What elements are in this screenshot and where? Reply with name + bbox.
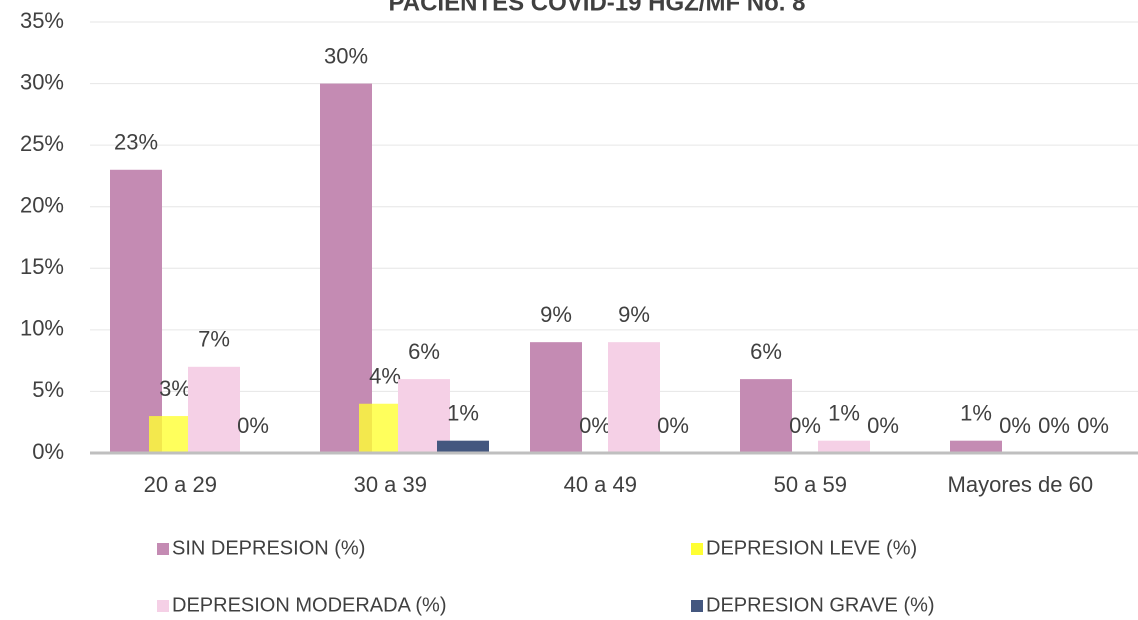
value-label: 30%: [324, 43, 368, 68]
value-label: 6%: [750, 339, 782, 364]
value-label: 7%: [198, 327, 230, 352]
bar: [740, 379, 792, 453]
value-label: 1%: [828, 400, 860, 425]
x-tick-label: Mayores de 60: [948, 472, 1094, 497]
value-label: 1%: [960, 400, 992, 425]
value-label: 9%: [618, 302, 650, 327]
legend-label: DEPRESION MODERADA (%): [172, 594, 446, 616]
bar: [188, 366, 240, 453]
bar: [818, 440, 870, 453]
legend-label: DEPRESION GRAVE (%): [706, 594, 935, 616]
y-tick-label: 5%: [32, 377, 64, 402]
bar: [950, 440, 1002, 453]
y-tick-label: 10%: [20, 316, 64, 341]
value-label: 23%: [114, 130, 158, 155]
legend-swatch: [157, 543, 169, 555]
value-label: 0%: [1038, 413, 1070, 438]
y-tick-label: 20%: [20, 193, 64, 218]
value-label: 0%: [999, 413, 1031, 438]
bar: [110, 169, 162, 453]
value-label: 0%: [867, 413, 899, 438]
bar: [320, 83, 372, 454]
y-tick-label: 25%: [20, 131, 64, 156]
y-tick-label: 15%: [20, 254, 64, 279]
value-label: 0%: [789, 413, 821, 438]
legend-swatch: [157, 600, 169, 612]
y-tick-label: 0%: [32, 439, 64, 464]
value-label: 3%: [159, 376, 191, 401]
legend-swatch: [691, 600, 703, 612]
legend-label: DEPRESION LEVE (%): [706, 537, 917, 559]
bar: [530, 342, 582, 453]
x-tick-label: 40 a 49: [564, 472, 637, 497]
y-tick-label: 30%: [20, 69, 64, 94]
value-label: 1%: [447, 400, 479, 425]
bar: [608, 342, 660, 453]
legend-label: SIN DEPRESION (%): [172, 537, 365, 559]
value-label: 0%: [1077, 413, 1109, 438]
chart-title: PACIENTES COVID-19 HGZ/MF No. 8: [389, 0, 806, 16]
x-tick-label: 30 a 39: [354, 472, 427, 497]
y-tick-label: 35%: [20, 8, 64, 33]
value-label: 0%: [579, 413, 611, 438]
legend-swatch: [691, 543, 703, 555]
value-label: 0%: [237, 413, 269, 438]
value-label: 9%: [540, 302, 572, 327]
value-label: 6%: [408, 339, 440, 364]
x-tick-label: 20 a 29: [144, 472, 217, 497]
value-label: 4%: [369, 364, 401, 389]
bar: [437, 440, 489, 453]
x-tick-label: 50 a 59: [774, 472, 847, 497]
value-label: 0%: [657, 413, 689, 438]
